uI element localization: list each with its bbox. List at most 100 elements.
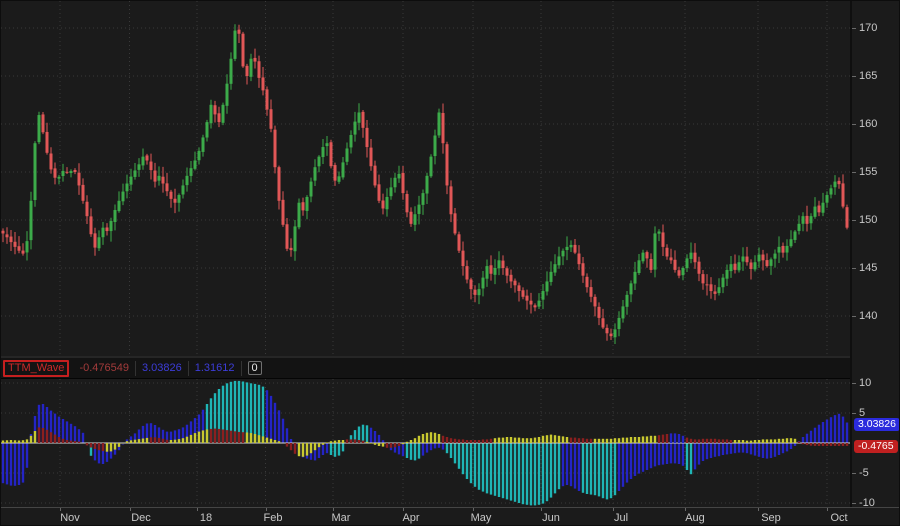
candle (13, 241, 17, 247)
candle (213, 105, 217, 115)
wave-a-bar (261, 436, 265, 443)
candle (609, 333, 613, 337)
candle (629, 283, 633, 295)
axis-tick-mark (852, 172, 856, 173)
candle (637, 260, 641, 274)
wave-b-bar (149, 423, 153, 443)
wave-a-bar (565, 437, 569, 443)
wave-b-bar (505, 443, 509, 500)
wave-b-bar (81, 432, 85, 443)
wave-a-bar (309, 443, 313, 454)
wave-b-bar (57, 416, 61, 443)
wave-a-bar (741, 440, 745, 443)
candle (361, 111, 365, 128)
wave-a-bar (157, 437, 161, 443)
candle (377, 184, 381, 201)
candle (489, 265, 493, 274)
wave-a-bar (89, 443, 93, 448)
wave-b-bar (269, 395, 273, 443)
wave-b-bar (289, 439, 293, 443)
wave-a-bar (145, 437, 149, 443)
candle (277, 167, 281, 201)
wave-a-bar (637, 437, 641, 443)
candle (253, 57, 257, 62)
time-tick-mark (685, 508, 686, 511)
candle (601, 318, 605, 328)
candle (89, 216, 93, 235)
wave-b-bar (1, 443, 5, 484)
wave-b-bar (233, 380, 237, 443)
candle (581, 263, 585, 276)
ttm-wave-histogram[interactable] (1, 379, 850, 507)
wave-b-bar (105, 443, 109, 462)
candle (505, 268, 509, 276)
candle (317, 156, 321, 167)
candlestick-chart[interactable] (1, 1, 850, 356)
wave-a-bar (585, 438, 589, 443)
wave-b-bar (93, 443, 97, 461)
wave-a-bar (833, 443, 837, 446)
candle (429, 156, 433, 177)
time-axis-scale[interactable]: Nov Dec 18 Feb Mar Apr May Jun Jul Aug Sep Oct (1, 507, 899, 525)
wave-a-bar (837, 443, 841, 446)
wave-b-bar (653, 443, 657, 467)
candle (757, 254, 761, 262)
wave-b-bar (645, 443, 649, 470)
wave-a-bar (109, 443, 113, 452)
wave-a-bar (233, 431, 237, 443)
candle (621, 306, 625, 319)
wave-a-bar (725, 439, 729, 443)
candle (817, 205, 821, 213)
candle (685, 258, 689, 269)
candle (845, 207, 849, 228)
wave-b-bar (809, 430, 813, 443)
candle (117, 200, 121, 212)
wave-b-bar (837, 413, 841, 443)
wave-b-bar (821, 422, 825, 443)
wave-b-bar (213, 393, 217, 443)
candle (81, 184, 85, 201)
wave-a-bar (485, 439, 489, 443)
wave-b-bar (101, 443, 105, 464)
price-axis-scale[interactable]: 3.03826 -0.4765 170 165 160 155 150 145 140 10 5… (850, 1, 899, 509)
wave-b-bar (581, 443, 585, 493)
wave-a-bar (641, 436, 645, 443)
wave-b-bar (673, 443, 677, 464)
wave-b-bar (401, 443, 405, 457)
candle (433, 135, 437, 157)
wave-a-bar (469, 440, 473, 443)
study-label-ttm-wave[interactable]: TTM_Wave (3, 359, 70, 377)
candle (409, 211, 413, 224)
wave-b-bar (65, 421, 69, 443)
axis-tick-mark (852, 28, 856, 29)
wave-a-bar (41, 428, 45, 443)
wave-a-bar (617, 438, 621, 443)
axis-tick-mark (852, 473, 856, 474)
wave-b-bar (817, 424, 821, 443)
price-tick-label: 140 (859, 310, 878, 322)
axis-tick-mark (852, 268, 856, 269)
wave-b-bar (637, 443, 641, 474)
candle (237, 29, 241, 34)
wave-a-bar (825, 443, 829, 446)
candle (365, 127, 369, 148)
wave-a-bar (653, 435, 657, 443)
price-chart-pane[interactable] (1, 1, 850, 358)
ttm-wave-pane[interactable] (1, 379, 850, 507)
wave-a-bar (733, 440, 737, 443)
wave-b-bar (73, 426, 77, 443)
candle (389, 187, 393, 197)
candle (785, 245, 789, 253)
candle (25, 241, 29, 253)
wave-a-bar (65, 440, 69, 443)
wave-b-bar (589, 443, 593, 495)
candle (297, 202, 301, 228)
wave-a-bar (785, 438, 789, 443)
x-axis-label-jun: Jun (542, 512, 560, 524)
wave-a-bar (817, 443, 821, 446)
wave-a-bar (317, 443, 321, 448)
candle (657, 231, 661, 234)
wave-a-bar (793, 438, 797, 443)
wave-b-bar (633, 443, 637, 476)
